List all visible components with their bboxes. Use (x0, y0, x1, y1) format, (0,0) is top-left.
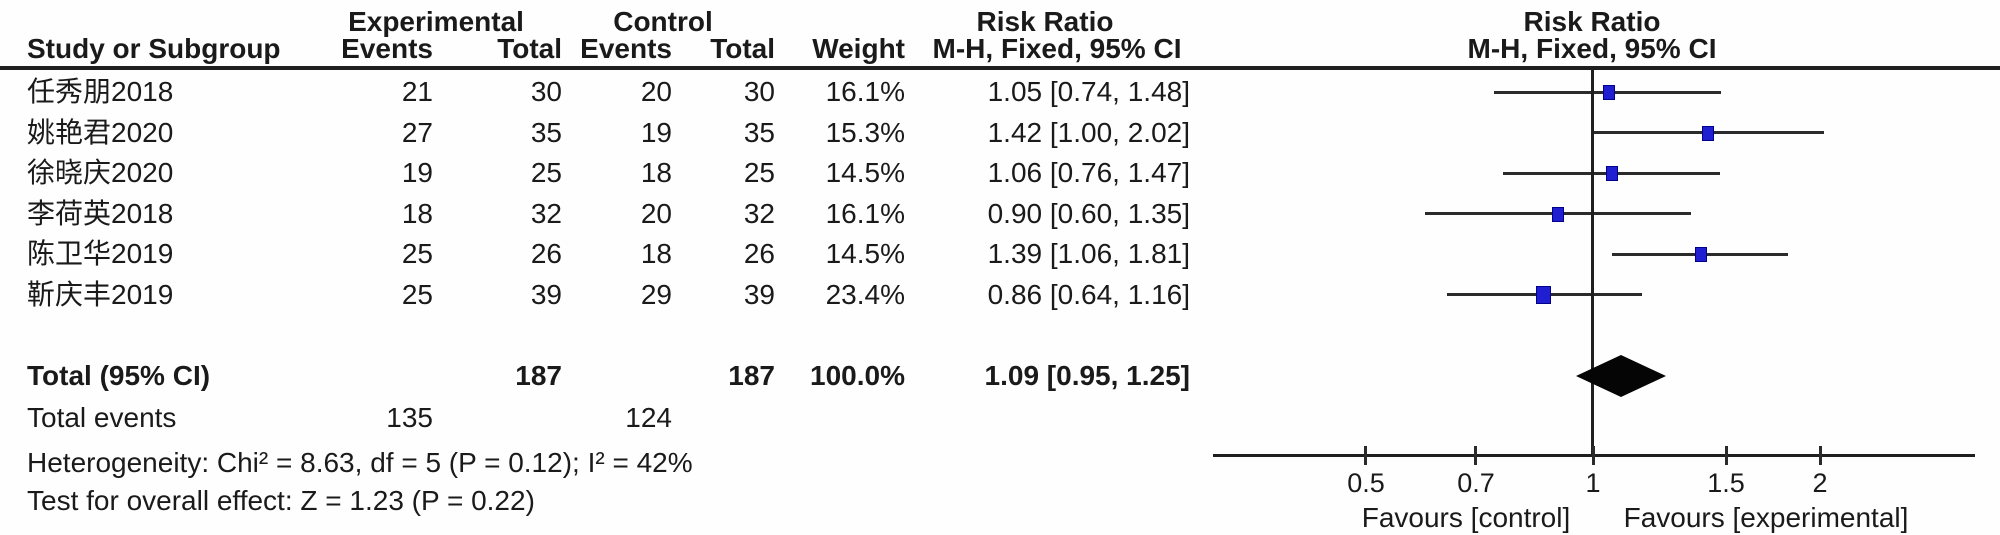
study-events-exp: 27 (401, 117, 433, 148)
study-total-exp: 32 (530, 198, 562, 229)
total-events-ctl: 124 (625, 402, 672, 433)
axis-tick-label: 2 (1812, 468, 1828, 498)
effect-marker (1606, 166, 1618, 181)
total-ctl-total: 187 (728, 360, 775, 391)
header-group-control: Control (613, 6, 713, 37)
axis-tick-label: 1.5 (1707, 468, 1745, 498)
total-events-exp: 135 (386, 402, 433, 433)
study-total-exp: 35 (530, 117, 562, 148)
study-total-exp: 39 (530, 279, 562, 310)
study-total-ctl: 26 (743, 238, 775, 269)
axis-tick (1592, 446, 1595, 465)
study-rr-ci: 1.39 [1.06, 1.81] (987, 238, 1190, 269)
effect-marker (1536, 286, 1551, 304)
study-events-ctl: 29 (640, 279, 672, 310)
total-weight: 100.0% (810, 360, 905, 391)
study-rr-ci: 1.42 [1.00, 2.02] (987, 117, 1190, 148)
study-rr-ci: 1.05 [0.74, 1.48] (987, 76, 1190, 107)
header-total-exp: Total (497, 33, 562, 64)
axis-tick (1819, 446, 1822, 465)
study-events-ctl: 19 (640, 117, 672, 148)
header-mh-fixed: M-H, Fixed, 95% CI (932, 33, 1182, 64)
effect-marker (1603, 85, 1615, 100)
study-weight: 16.1% (825, 198, 905, 229)
study-total-ctl: 39 (743, 279, 775, 310)
axis-tick (1725, 446, 1728, 465)
study-name: 靳庆丰2019 (27, 279, 174, 310)
header-group-experimental: Experimental (348, 6, 524, 37)
study-total-ctl: 25 (743, 157, 775, 188)
study-weight: 15.3% (825, 117, 905, 148)
study-events-exp: 25 (401, 279, 433, 310)
study-events-ctl: 18 (640, 238, 672, 269)
header-events-exp: Events (341, 33, 433, 64)
study-weight: 23.4% (825, 279, 905, 310)
effect-marker (1702, 126, 1714, 141)
study-events-exp: 19 (401, 157, 433, 188)
plot-header-title: Risk Ratio (1523, 6, 1661, 37)
effect-marker (1552, 207, 1564, 222)
study-total-exp: 25 (530, 157, 562, 188)
total-events-label: Total events (27, 402, 177, 433)
header-weight: Weight (812, 33, 905, 64)
axis-tick-label: 0.5 (1347, 468, 1385, 498)
total-row-label: Total (95% CI) (27, 360, 211, 391)
study-total-ctl: 30 (743, 76, 775, 107)
study-rr-ci: 1.06 [0.76, 1.47] (987, 157, 1190, 188)
pooled-effect-diamond (1576, 355, 1666, 397)
study-events-ctl: 20 (640, 198, 672, 229)
study-weight: 14.5% (825, 238, 905, 269)
favours-experimental-label: Favours [experimental] (1623, 502, 1909, 533)
axis-tick-label: 0.7 (1457, 468, 1495, 498)
study-total-exp: 26 (530, 238, 562, 269)
study-name: 陈卫华2019 (27, 238, 174, 269)
header-group-risk-ratio: Risk Ratio (976, 6, 1114, 37)
no-effect-line (1591, 70, 1594, 457)
effect-marker (1695, 247, 1707, 262)
study-total-exp: 30 (530, 76, 562, 107)
study-events-exp: 21 (401, 76, 433, 107)
study-name: 姚艳君2020 (27, 117, 174, 148)
total-rr-ci: 1.09 [0.95, 1.25] (984, 360, 1190, 391)
axis-tick (1364, 446, 1367, 465)
header-events-ctl: Events (580, 33, 672, 64)
header-study-col: Study or Subgroup (27, 33, 281, 64)
total-exp-total: 187 (515, 360, 562, 391)
study-name: 徐晓庆2020 (27, 157, 174, 188)
axis-tick (1474, 446, 1477, 465)
plot-header-subtitle: M-H, Fixed, 95% CI (1467, 33, 1717, 64)
study-name: 李荷英2018 (27, 198, 174, 229)
study-total-ctl: 35 (743, 117, 775, 148)
study-rr-ci: 0.86 [0.64, 1.16] (987, 279, 1190, 310)
header-total-ctl: Total (710, 33, 775, 64)
study-total-ctl: 32 (743, 198, 775, 229)
axis-tick-label: 1 (1585, 468, 1601, 498)
favours-control-label: Favours [control] (1361, 502, 1571, 533)
study-events-exp: 18 (401, 198, 433, 229)
study-events-exp: 25 (401, 238, 433, 269)
study-events-ctl: 18 (640, 157, 672, 188)
heterogeneity-text: Heterogeneity: Chi² = 8.63, df = 5 (P = … (27, 447, 693, 478)
study-weight: 14.5% (825, 157, 905, 188)
study-rr-ci: 0.90 [0.60, 1.35] (987, 198, 1190, 229)
study-weight: 16.1% (825, 76, 905, 107)
overall-effect-text: Test for overall effect: Z = 1.23 (P = 0… (27, 485, 535, 516)
study-events-ctl: 20 (640, 76, 672, 107)
study-name: 任秀朋2018 (27, 76, 174, 107)
header-divider-line (0, 66, 2000, 70)
